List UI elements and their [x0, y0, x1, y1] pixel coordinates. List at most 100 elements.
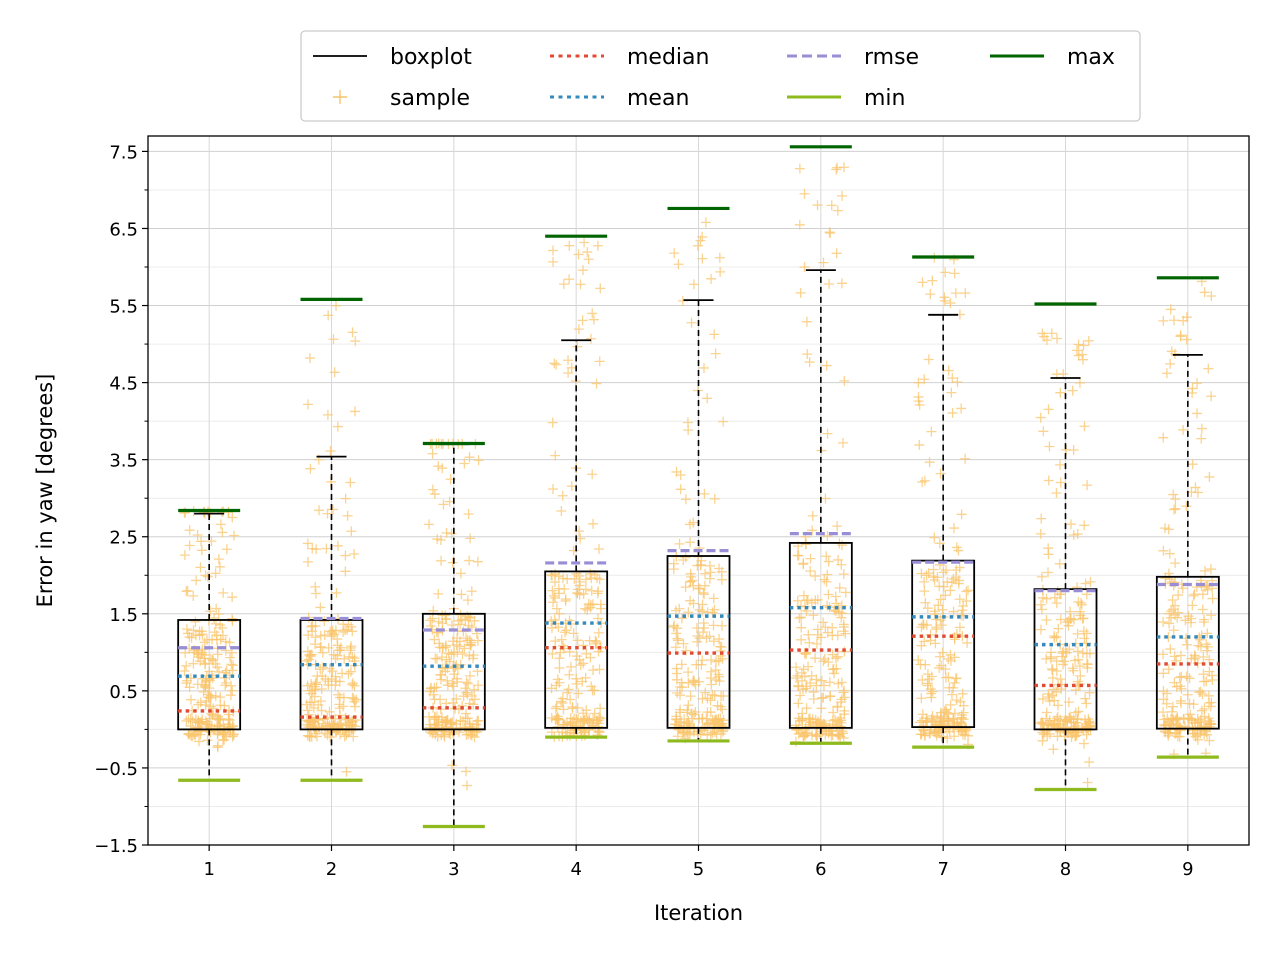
sample-point	[332, 640, 343, 651]
sample-point	[1201, 676, 1212, 687]
sample-point	[838, 569, 849, 580]
sample-point	[180, 507, 191, 518]
sample-point	[314, 505, 325, 516]
sample-point	[221, 544, 232, 555]
sample-point	[200, 681, 211, 692]
sample-point	[1194, 687, 1205, 698]
sample-point	[940, 590, 951, 601]
sample-point	[225, 652, 236, 663]
sample-point	[202, 735, 213, 746]
sample-point	[327, 504, 338, 515]
sample-point	[469, 732, 480, 743]
sample-point	[796, 612, 807, 623]
sample-point	[585, 599, 596, 610]
sample-point	[302, 705, 313, 716]
sample-point	[672, 635, 683, 646]
sample-point	[963, 585, 974, 596]
y-tick-label: 4.5	[109, 374, 138, 395]
sample-point	[561, 625, 572, 636]
sample-point	[221, 678, 232, 689]
sample-point	[207, 709, 218, 720]
sample-point	[586, 681, 597, 692]
sample-point	[311, 544, 322, 555]
sample-point	[943, 365, 954, 376]
sample-point	[548, 245, 559, 256]
sample-point	[323, 310, 334, 321]
x-tick-label: 4	[570, 859, 581, 880]
sample-point	[553, 571, 564, 582]
sample-point	[1193, 716, 1204, 727]
sample-point	[589, 708, 600, 719]
sample-point	[473, 455, 484, 466]
sample-point	[1070, 655, 1081, 666]
sample-point	[1192, 487, 1203, 498]
sample-point	[1161, 368, 1172, 379]
sample-point	[1075, 670, 1086, 681]
sample-point	[698, 627, 709, 638]
sample-point	[322, 409, 333, 420]
sample-point	[463, 678, 474, 689]
sample-point	[182, 585, 193, 596]
sample-point	[438, 499, 449, 510]
sample-point	[1073, 706, 1084, 717]
sample-point	[960, 453, 971, 464]
sample-point	[924, 457, 935, 468]
legend-label-max: max	[1067, 45, 1115, 70]
sample-point	[798, 559, 809, 570]
legend-marker-sample	[333, 90, 347, 104]
sample-point	[945, 655, 956, 666]
sample-point	[709, 604, 720, 615]
sample-point	[1078, 354, 1089, 365]
sample-point	[1163, 524, 1174, 535]
sample-point	[1178, 315, 1189, 326]
sample-point	[699, 362, 710, 373]
sample-point	[574, 589, 585, 600]
sample-point	[332, 650, 343, 661]
sample-point	[675, 470, 686, 481]
sample-point	[834, 582, 845, 593]
sample-point	[1055, 477, 1066, 488]
sample-point	[1202, 641, 1213, 652]
sample-point	[805, 553, 816, 564]
sample-point	[818, 656, 829, 667]
sample-point	[461, 729, 472, 740]
sample-point	[706, 654, 717, 665]
sample-point	[955, 717, 966, 728]
sample-point	[313, 699, 324, 710]
sample-point	[1083, 335, 1094, 346]
sample-point	[699, 580, 710, 591]
sample-point	[929, 606, 940, 617]
sample-point	[349, 680, 360, 691]
sample-point	[675, 716, 686, 727]
sample-point	[690, 706, 701, 717]
sample-point	[319, 616, 330, 627]
x-axis-label: Iteration	[654, 901, 743, 925]
sample-point	[554, 662, 565, 673]
sample-point	[325, 445, 336, 456]
sample-point	[201, 696, 212, 707]
sample-point	[338, 626, 349, 637]
sample-point	[697, 599, 708, 610]
sample-point	[949, 708, 960, 719]
sample-point	[580, 603, 591, 614]
sample-point	[928, 716, 939, 727]
sample-point	[429, 714, 440, 725]
sample-point	[188, 590, 199, 601]
sample-point	[558, 279, 569, 290]
sample-point	[340, 550, 351, 561]
sample-point	[802, 349, 813, 360]
sample-point	[578, 716, 589, 727]
sample-point	[1165, 644, 1176, 655]
sample-point	[446, 528, 457, 539]
sample-point	[329, 367, 340, 378]
sample-point	[1163, 664, 1174, 675]
legend-label-min: min	[864, 86, 906, 111]
sample-point	[832, 521, 843, 532]
sample-point	[1181, 671, 1192, 682]
sample-point	[556, 696, 567, 707]
sample-point	[791, 725, 802, 736]
sample-point	[1207, 593, 1218, 604]
sample-point	[957, 605, 968, 616]
sample-point	[186, 632, 197, 643]
sample-point	[1206, 610, 1217, 621]
